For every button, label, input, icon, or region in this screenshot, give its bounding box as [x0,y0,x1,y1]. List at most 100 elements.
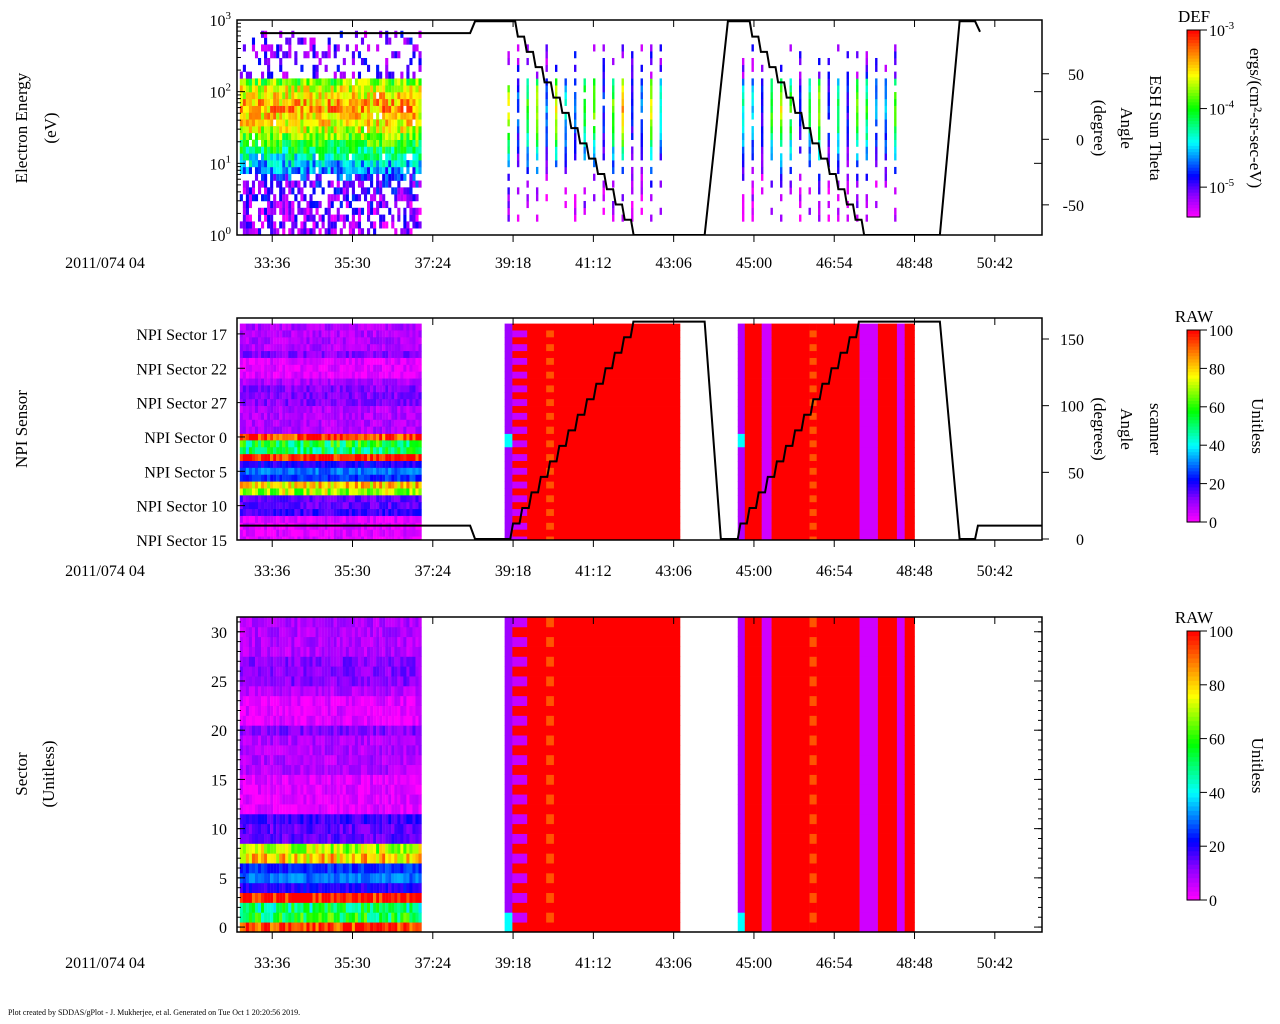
heatmap-cell [385,139,389,147]
heatmap-cell [309,467,313,476]
heatmap-cell [363,78,368,86]
heatmap-cell [257,666,262,677]
heatmap-cell [894,139,897,147]
heatmap-cell [348,112,352,120]
heatmap-cell [760,85,764,93]
heatmap-cell [285,440,289,448]
heatmap-cell [640,153,643,161]
heatmap-cell [379,146,383,154]
heatmap-cell [339,337,343,345]
heatmap-cell [357,71,362,79]
heatmap-cell [409,132,413,140]
heatmap-cell [808,139,811,147]
heatmap-cell [415,126,419,134]
heatmap-cell [251,228,256,235]
heatmap-cell [403,378,407,386]
heatmap-cell [809,323,817,331]
heatmap-cell [273,207,277,215]
heatmap-cell [279,221,283,229]
heatmap-cell [261,440,265,448]
heatmap-cell [321,440,325,448]
heatmap-cell [273,695,277,706]
heatmap-cell [744,406,762,414]
heatmap-cell [859,536,879,540]
heatmap-cell [315,51,319,59]
heatmap-cell [294,105,298,113]
heatmap-cell [415,399,419,407]
heatmap-cell [291,200,295,209]
heatmap-cell [846,214,849,222]
colorbar-swatch [1187,142,1200,146]
heatmap-cell [415,474,419,483]
heatmap-cell [816,454,860,462]
heatmap-cell [306,78,310,86]
heatmap-cell [363,146,368,154]
heatmap-cell [239,412,244,421]
heatmap-cell [309,385,313,393]
heatmap-cell [261,419,265,428]
heatmap-cell [382,378,386,386]
heatmap-cell [339,440,343,448]
heatmap-cell [239,695,244,706]
heatmap-cell [306,529,310,537]
heatmap-cell [564,139,567,147]
heatmap-cell [242,617,247,628]
heatmap-cell [809,371,817,379]
heatmap-cell [242,371,247,379]
heatmap-cell [894,146,897,154]
heatmap-cell [327,502,331,510]
heatmap-cell [273,228,277,235]
heatmap-cell [527,529,547,537]
heatmap-cell [288,460,292,469]
heatmap-cell [602,64,605,72]
colorbar-swatch [1187,132,1200,137]
heatmap-cell [267,695,271,706]
heatmap-cell [291,447,295,455]
heatmap-cell [288,474,292,483]
heatmap-cell [400,173,404,181]
heatmap-cell [257,676,262,687]
heatmap-cell [771,495,810,503]
heatmap-cell [285,160,289,168]
heatmap-cell [267,351,271,359]
heatmap-cell [388,166,392,175]
heatmap-cell [877,344,898,352]
heatmap-cell [300,344,304,352]
heatmap-cell [351,502,356,510]
heatmap-cell [360,440,365,448]
heatmap-cell [351,419,356,428]
heatmap-cell [267,132,271,140]
heatmap-cell [856,194,859,202]
heatmap-cell [300,228,304,235]
heatmap-cell [837,194,840,202]
heatmap-cell [248,126,253,134]
heatmap-cell [248,412,253,421]
heatmap-cell [251,804,256,815]
heatmap-cell [348,426,353,434]
heatmap-cell [385,433,389,441]
heatmap-cell [737,406,746,414]
heatmap-cell [336,160,340,168]
heatmap-cell [403,194,407,202]
heatmap-cell [279,207,283,215]
heatmap-cell [285,399,289,407]
heatmap-cell [257,705,262,716]
heatmap-cell [527,344,547,352]
heatmap-cell [309,481,313,489]
heatmap-cell [816,351,860,359]
heatmap-cell [896,467,905,476]
heatmap-cell [261,735,265,746]
heatmap-cell [248,146,253,154]
heatmap-cell [318,412,322,421]
heatmap-cell [351,474,356,483]
heatmap-cell [276,502,280,510]
heatmap-cell [546,364,555,373]
heatmap-cell [583,132,586,140]
heatmap-cell [315,502,319,510]
heatmap-cell [312,214,316,222]
heatmap-cell [294,502,298,510]
heatmap-cell [554,98,558,106]
heatmap-cell [360,153,365,161]
heatmap-cell [291,119,295,127]
heatmap-cell [257,536,262,540]
